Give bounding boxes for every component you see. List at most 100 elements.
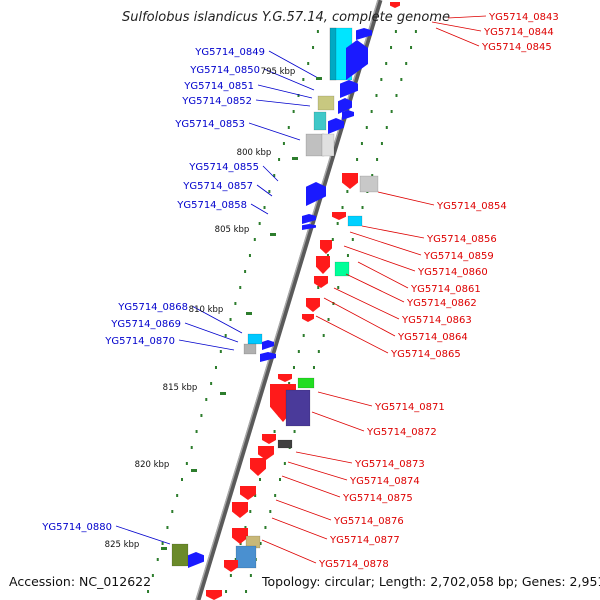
gene-feature-block xyxy=(235,545,257,569)
guide-dot xyxy=(312,46,315,49)
reverse-leader-line xyxy=(287,461,348,481)
scale-label: 815 kbp xyxy=(163,383,198,393)
guide-dot xyxy=(380,78,383,81)
reverse-gene-label: YG5714_0863 xyxy=(401,315,472,326)
guide-dot xyxy=(166,526,169,529)
reverse-leader-line xyxy=(271,517,328,540)
reverse-gene-label: YG5714_0875 xyxy=(342,493,413,504)
label-leader-lines xyxy=(115,15,487,564)
guide-dot xyxy=(253,238,256,241)
reverse-leader-line xyxy=(447,15,487,19)
guide-dot xyxy=(336,222,339,225)
scale-label: 820 kbp xyxy=(135,460,170,470)
guide-dot xyxy=(239,286,242,289)
guide-dot xyxy=(365,126,368,129)
guide-dot xyxy=(332,302,335,305)
guide-dot xyxy=(390,110,393,113)
forward-gene-arrow xyxy=(188,552,204,568)
reverse-leader-line xyxy=(361,225,425,239)
forward-gene-arrow xyxy=(356,28,372,40)
guide-dot xyxy=(279,478,282,481)
guide-dot xyxy=(259,542,262,545)
reverse-gene-arrow xyxy=(232,502,248,518)
guide-dot xyxy=(214,366,217,369)
forward-gene-label: YG5714_0851 xyxy=(183,81,254,92)
guide-dot xyxy=(361,206,364,209)
forward-gene-arrow xyxy=(340,80,358,98)
guide-dot xyxy=(356,158,359,161)
guide-dot xyxy=(245,590,248,593)
guide-dot xyxy=(248,254,251,257)
reverse-gene-label: YG5714_0843 xyxy=(488,12,559,23)
reverse-gene-arrow xyxy=(278,374,292,382)
forward-gene-arrow xyxy=(346,40,368,80)
reverse-leader-line xyxy=(343,245,416,272)
reverse-gene-arrow xyxy=(262,434,276,444)
reverse-gene-label: YG5714_0862 xyxy=(406,298,477,309)
reverse-gene-arrow xyxy=(240,486,256,500)
guide-dot xyxy=(210,382,213,385)
reverse-gene-label: YG5714_0865 xyxy=(390,349,461,360)
reverse-gene-label: YG5714_0876 xyxy=(333,516,404,527)
forward-leader-line xyxy=(115,525,171,545)
gene-features xyxy=(171,2,400,600)
forward-leader-line xyxy=(268,50,319,79)
guide-dot xyxy=(395,94,398,97)
scale-tick xyxy=(191,469,197,472)
guide-dot xyxy=(205,398,208,401)
reverse-gene-arrow xyxy=(306,298,320,312)
forward-leader-line xyxy=(262,165,279,182)
guide-dot xyxy=(249,510,252,513)
scale-label: 800 kbp xyxy=(237,148,272,158)
reverse-leader-line xyxy=(323,297,396,337)
guide-dot xyxy=(200,414,203,417)
forward-leader-line xyxy=(263,68,315,91)
guide-dot xyxy=(195,430,198,433)
guide-dot xyxy=(273,174,276,177)
forward-gene-label: YG5714_0852 xyxy=(181,96,252,107)
reverse-leader-line xyxy=(315,315,389,354)
guide-dot xyxy=(322,334,325,337)
reverse-leader-line xyxy=(349,231,422,256)
guide-dot xyxy=(185,462,188,465)
guide-dot xyxy=(385,62,388,65)
guide-dot xyxy=(346,254,349,257)
forward-gene-label: YG5714_0869 xyxy=(110,319,181,330)
forward-leader-line xyxy=(255,99,311,107)
guide-dot xyxy=(405,62,408,65)
guide-dot xyxy=(269,510,272,513)
guide-dot xyxy=(244,526,247,529)
gene-feature-block xyxy=(277,439,293,449)
guide-dot xyxy=(307,62,310,65)
guide-dot xyxy=(161,542,164,545)
scale-tick xyxy=(270,233,276,236)
guide-dot xyxy=(297,350,300,353)
reverse-gene-arrow xyxy=(320,240,332,254)
forward-gene-label: YG5714_0853 xyxy=(174,119,245,130)
guide-dot xyxy=(234,558,237,561)
reverse-leader-line xyxy=(431,21,482,32)
reverse-gene-arrow xyxy=(302,314,314,322)
guide-dot xyxy=(147,590,150,593)
reverse-leader-line xyxy=(345,273,405,303)
gene-feature-block xyxy=(329,27,337,81)
guide-dot xyxy=(151,574,154,577)
guide-dot xyxy=(337,286,340,289)
scale-labels: 795 kbp 800 kbp 805 kbp 810 kbp 815 kbp 820 k… xyxy=(105,67,322,550)
forward-gene-label: YG5714_0850 xyxy=(189,65,260,76)
guide-dot xyxy=(297,94,300,97)
forward-gene-label: YG5714_0857 xyxy=(182,181,253,192)
reverse-gene-label: YG5714_0856 xyxy=(426,234,497,245)
inner-right-guide xyxy=(245,30,417,593)
reverse-gene-arrow xyxy=(316,256,330,274)
guide-dot xyxy=(249,574,252,577)
reverse-gene-label: YG5714_0845 xyxy=(481,42,552,53)
guide-dot xyxy=(302,334,305,337)
reverse-gene-arrow xyxy=(206,590,222,600)
reverse-leader-line xyxy=(281,475,341,498)
reverse-gene-arrow xyxy=(224,560,238,572)
reverse-gene-arrow xyxy=(232,528,248,544)
guide-dot xyxy=(273,430,276,433)
guide-dot xyxy=(376,158,379,161)
guide-dot xyxy=(390,46,393,49)
